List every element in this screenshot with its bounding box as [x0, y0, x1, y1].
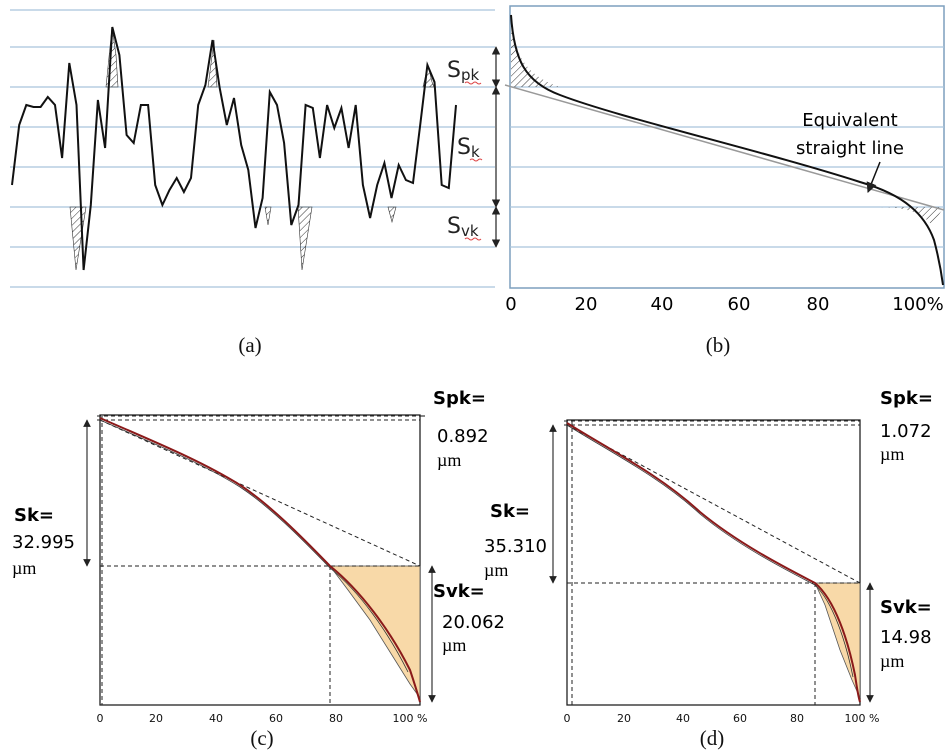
abbott-curve: [99, 417, 421, 703]
peak-hatches: [69, 26, 435, 271]
x-tick-label: 0: [505, 294, 516, 315]
x-tick-labels: 0 20 40 60 80 100 %: [97, 712, 428, 725]
svk-value: 20.062: [442, 612, 505, 633]
x-tick-labels: 0 20 40 60 80 100 %: [564, 712, 880, 725]
dashed-guides: [97, 415, 421, 705]
dimension-markers: [549, 424, 874, 703]
peak-region-hatch: [511, 15, 560, 87]
x-tick-label: 60: [733, 712, 747, 725]
caption-b: (b): [706, 333, 731, 357]
x-tick-label: 0: [97, 712, 104, 725]
x-tick-label: 80: [790, 712, 804, 725]
sk-label: Sk=: [14, 505, 54, 526]
dimension-markers: [83, 415, 436, 703]
spk-value: 0.892: [437, 426, 489, 447]
x-tick-label: 40: [651, 294, 674, 315]
annotation-line-2: straight line: [796, 138, 904, 159]
abbott-curve-overlay: [566, 424, 854, 678]
abbott-curve-overlay: [99, 419, 409, 673]
svk-unit: µm: [880, 651, 904, 671]
spell-underlines: [464, 81, 483, 241]
caption-a: (a): [238, 333, 261, 357]
x-tick-label: 100%: [892, 294, 943, 315]
sk-symbol: Sk: [457, 135, 480, 161]
abbott-curve: [566, 422, 861, 703]
x-tick-label: 0: [564, 712, 571, 725]
sk-value: 32.995: [12, 532, 75, 553]
x-tick-label: 60: [728, 294, 751, 315]
sk-value: 35.310: [484, 536, 547, 557]
spk-unit: µm: [437, 450, 461, 470]
sk-unit: µm: [12, 558, 36, 578]
spk-label: Spk=: [433, 388, 486, 409]
svk-unit: µm: [442, 635, 466, 655]
x-tick-label: 20: [617, 712, 631, 725]
roughness-profile: [11, 26, 457, 271]
panel-b: Equivalent straight line Spk Sk Svk 0 20…: [447, 5, 945, 357]
plot-frame: [99, 414, 421, 706]
plot-frame: [509, 5, 945, 289]
x-tick-label: 100 %: [845, 712, 880, 725]
x-tick-label: 80: [329, 712, 343, 725]
x-tick-label: 20: [149, 712, 163, 725]
panel-d: 0 20 40 60 80 100 % Sk= 35.310 µm Spk= 1…: [484, 388, 933, 750]
dashed-guides: [564, 420, 861, 705]
annotation-pointer: [866, 161, 881, 193]
svk-value: 14.98: [880, 627, 932, 648]
x-tick-labels: 0 20 40 60 80 100%: [505, 294, 943, 315]
svk-label: Svk=: [433, 581, 485, 602]
x-tick-label: 80: [807, 294, 830, 315]
x-tick-label: 60: [269, 712, 283, 725]
svk-symbol: Svk: [447, 214, 479, 240]
sk-unit: µm: [484, 560, 508, 580]
valley-region-hatch: [875, 207, 944, 225]
level-lines: [510, 46, 944, 248]
x-tick-label: 40: [676, 712, 690, 725]
annotation-line-1: Equivalent: [802, 110, 897, 131]
x-tick-label: 20: [575, 294, 598, 315]
spk-symbol: Spk: [447, 58, 479, 84]
svk-region-fill: [329, 565, 421, 700]
svk-label: Svk=: [880, 597, 932, 618]
caption-c: (c): [250, 726, 273, 750]
sk-label: Sk=: [490, 501, 530, 522]
panel-c: 0 20 40 60 80 100 % Sk= 32.995 µm Spk= 0…: [12, 388, 505, 750]
bearing-area-curve: [510, 14, 944, 286]
x-tick-label: 40: [209, 712, 223, 725]
spk-label: Spk=: [880, 388, 933, 409]
panel-a: (a): [10, 9, 495, 357]
plot-frame: [566, 419, 861, 706]
x-tick-label: 100 %: [393, 712, 428, 725]
spk-value: 1.072: [880, 421, 932, 442]
caption-d: (d): [700, 726, 725, 750]
spk-unit: µm: [880, 444, 904, 464]
